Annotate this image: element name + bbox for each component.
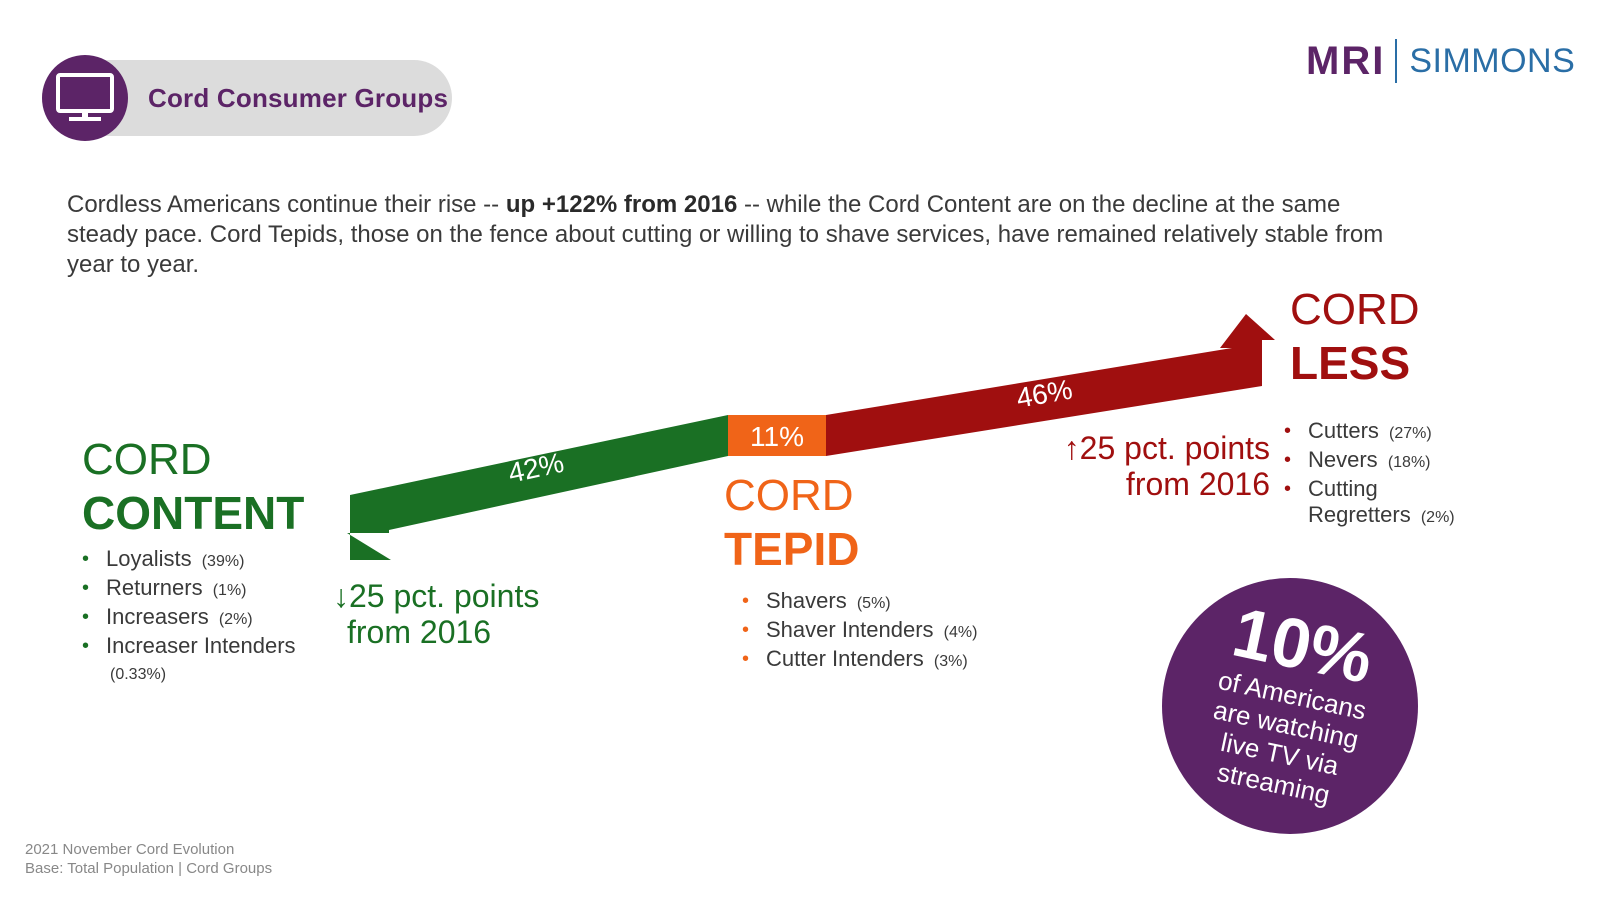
brand-logo: MRI SIMMONS (1306, 38, 1575, 84)
cord-less-delta-line1: ↑25 pct. points (1063, 430, 1270, 466)
callout-content: 10% of Americans are watching live TV vi… (1138, 554, 1442, 858)
logo-mri-text: MRI (1306, 38, 1386, 83)
cord-less-heading: CORD LESS (1290, 284, 1420, 390)
cord-content-line1: CORD (82, 435, 212, 484)
list-item: Shaver Intenders (4%) (742, 617, 1022, 646)
list-item: Nevers (18%) (1284, 447, 1484, 476)
cord-content-arrow (347, 415, 728, 560)
cord-content-delta: ↓25 pct. points from 2016 (333, 578, 539, 650)
logo-simmons-text: SIMMONS (1409, 41, 1576, 80)
list-item: Cutters (27%) (1284, 418, 1484, 447)
cord-less-line2: LESS (1290, 337, 1411, 389)
list-item: Returners (1%) (82, 575, 312, 604)
list-item: Cutting Regretters (2%) (1284, 476, 1484, 531)
footnote-line2: Base: Total Population | Cord Groups (25, 860, 273, 877)
footnote-line1: 2021 November Cord Evolution (25, 841, 235, 858)
cord-tepid-line2: TEPID (724, 523, 860, 575)
list-item: Cutter Intenders (3%) (742, 646, 1022, 675)
source-footnote: 2021 November Cord Evolution Base: Total… (25, 840, 272, 878)
logo-divider (1395, 39, 1398, 83)
intro-paragraph: Cordless Americans continue their rise -… (67, 190, 1407, 280)
cord-content-delta-line1: ↓25 pct. points (333, 578, 540, 614)
cord-less-arrow (826, 314, 1275, 456)
cord-content-delta-line2: from 2016 (347, 614, 492, 650)
cord-tepid-segment (728, 415, 826, 456)
tv-icon (56, 73, 114, 121)
cord-tepid-line1: CORD (724, 471, 854, 520)
cord-content-line2: CONTENT (82, 487, 305, 539)
cord-less-delta-line2: from 2016 (1125, 466, 1270, 502)
callout-circle (1162, 578, 1418, 834)
cord-content-list: Loyalists (39%) Returners (1%) Increaser… (82, 546, 312, 688)
list-item: Increasers (2%) (82, 604, 312, 633)
intro-highlight: up +122% from 2016 (505, 191, 738, 218)
cord-less-delta: ↑25 pct. points from 2016 (1000, 430, 1270, 502)
cord-tepid-value-label: 11% (750, 421, 804, 452)
intro-text-1: Cordless Americans continue their rise -… (67, 191, 506, 218)
cord-less-line1: CORD (1290, 285, 1420, 334)
intro-text-2: -- while the Cord Content are on the dec… (67, 191, 1384, 278)
cord-tepid-list: Shavers (5%) Shaver Intenders (4%) Cutte… (742, 588, 1022, 675)
list-item: Increaser Intenders (0.33%) (82, 633, 312, 688)
cord-tepid-heading: CORD TEPID (724, 470, 859, 576)
section-title: Cord Consumer Groups (148, 83, 449, 113)
list-item: Loyalists (39%) (82, 546, 312, 575)
cord-less-list: Cutters (27%) Nevers (18%) Cutting Regre… (1284, 418, 1484, 531)
list-item: Shavers (5%) (742, 588, 1022, 617)
cord-content-heading: CORD CONTENT (82, 434, 304, 540)
